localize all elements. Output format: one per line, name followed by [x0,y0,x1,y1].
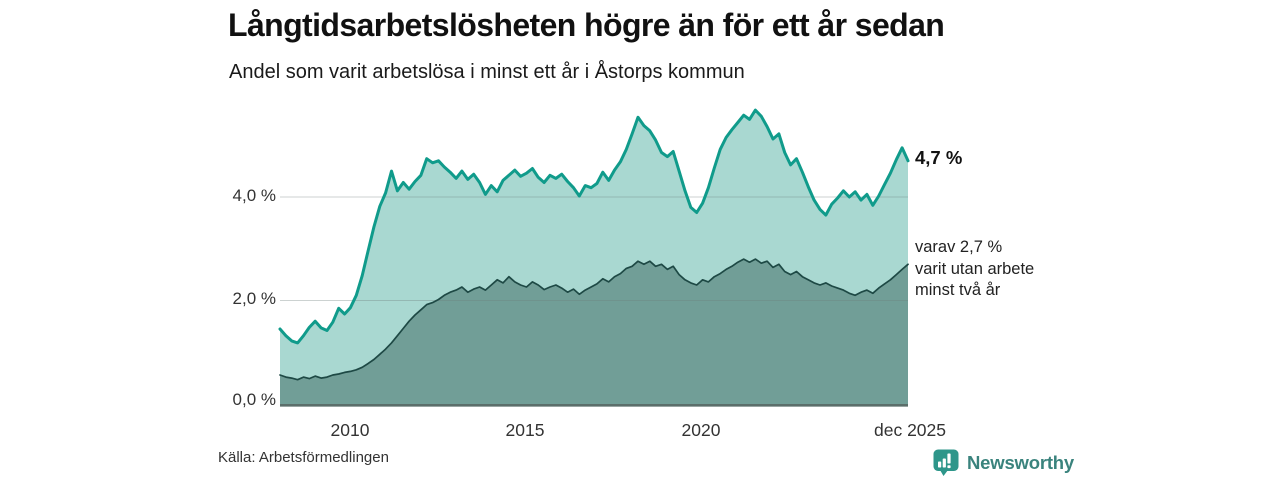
x-axis-tick-2010: 2010 [330,420,370,440]
last-value-annotation: 4,7 % [915,147,963,168]
series-line-0 [278,108,910,345]
chart-subtitle: Andel som varit arbetslösa i minst ett å… [229,61,745,83]
x-axis-tick-2015: 2015 [505,420,545,440]
y-axis-tick-4: 4,0 % [232,186,276,205]
newsworthy-logo-text: Newsworthy [967,452,1074,473]
x-axis-tick-dec-2025: dec 2025 [873,420,947,440]
newsworthy-logo: Newsworthy [933,449,1074,477]
newsworthy-logo-icon [933,449,959,476]
secondary-annotation-line-2: varit utan arbete [915,259,1035,278]
secondary-annotation-line-3: minst två år [915,281,1001,299]
y-axis-tick-2: 2,0 % [232,289,276,308]
x-axis-tick-2020: 2020 [681,420,721,440]
area-fill-1 [280,259,908,404]
page-title: Långtidsarbetslösheten högre än för ett … [228,7,945,43]
y-axis-tick-0: 0,0 % [232,390,276,409]
secondary-annotation-line-1: varav 2,7 % [915,238,1003,256]
secondary-annotation: varav 2,7 % varit utan arbete minst två … [915,237,1034,302]
source-note: Källa: Arbetsförmedlingen [218,449,389,466]
series-line-1 [279,258,909,381]
